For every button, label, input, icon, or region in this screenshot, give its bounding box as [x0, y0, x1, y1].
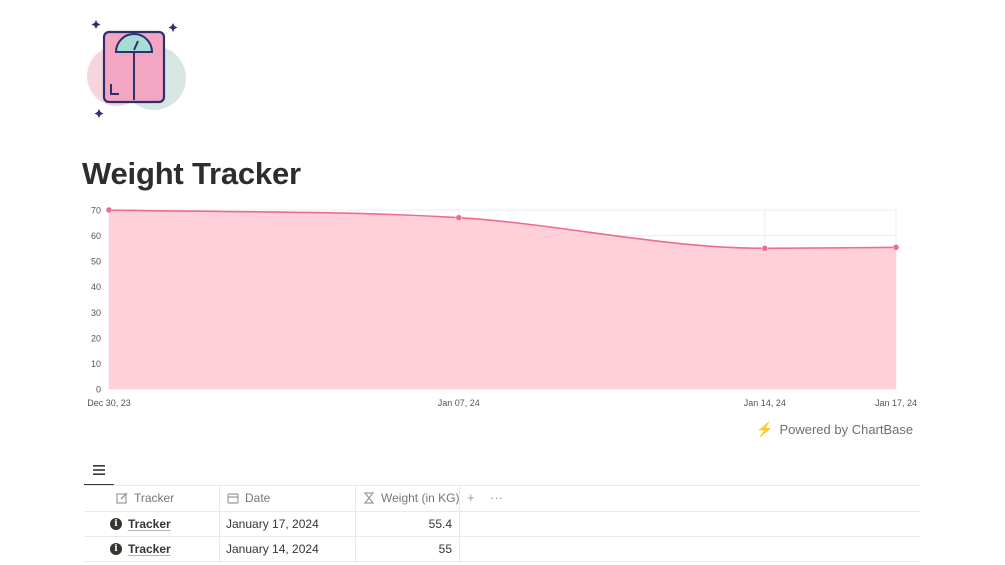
column-header-date[interactable]: Date: [227, 485, 270, 511]
y-tick-label: 0: [96, 385, 101, 395]
data-point: [892, 244, 900, 251]
column-header-weight[interactable]: Weight (in KG): [363, 485, 459, 511]
weighing-scale-icon: [87, 20, 186, 118]
column-divider: [459, 485, 460, 563]
table-view-tab[interactable]: [84, 456, 114, 486]
list-icon: [93, 465, 105, 475]
edit-icon: [116, 492, 128, 504]
x-tick-label: Dec 30, 23: [87, 398, 131, 408]
row-border: [84, 536, 920, 537]
x-tick-label: Jan 07, 24: [438, 398, 480, 408]
row-border: [84, 561, 920, 562]
lightning-icon: ⚡: [756, 421, 774, 437]
tracker-link[interactable]: Tracker: [128, 541, 171, 556]
x-tick-label: Jan 14, 24: [744, 398, 786, 408]
x-tick-label: Jan 17, 24: [875, 398, 917, 408]
info-icon: i: [110, 542, 122, 555]
formula-icon: [363, 492, 375, 504]
header-bottom-border: [84, 511, 920, 512]
powered-by-link[interactable]: ⚡ Powered by ChartBase: [756, 421, 913, 438]
y-tick-label: 10: [91, 359, 101, 369]
column-label-date: Date: [245, 491, 271, 505]
weight-cell[interactable]: 55: [438, 541, 452, 556]
date-cell[interactable]: January 14, 2024: [226, 541, 319, 556]
tracker-link[interactable]: Tracker: [128, 516, 171, 531]
weight-chart: 0 10 20 30 40 50 60 70 Dec 30, 23 Jan 07, 24 Jan 1…: [87, 206, 917, 409]
table-top-border: [84, 485, 920, 486]
column-header-tracker[interactable]: Tracker: [116, 485, 174, 511]
y-tick-label: 60: [91, 231, 101, 241]
column-label-weight: Weight (in KG): [381, 491, 460, 505]
data-point: [105, 206, 113, 214]
column-divider: [355, 485, 356, 563]
series-line: [108, 209, 897, 250]
y-tick-label: 20: [91, 333, 101, 343]
table-row[interactable]: i Tracker: [110, 536, 171, 561]
info-icon: i: [110, 517, 122, 530]
column-label-tracker: Tracker: [134, 491, 175, 505]
data-point: [761, 245, 769, 252]
column-divider: [219, 485, 220, 563]
y-tick-label: 40: [91, 282, 101, 292]
calendar-icon: [227, 493, 239, 504]
date-cell[interactable]: January 17, 2024: [226, 516, 319, 531]
data-point: [455, 214, 463, 221]
area-fill: [109, 210, 896, 389]
more-options-button[interactable]: ···: [490, 490, 503, 505]
weight-cell[interactable]: 55.4: [428, 516, 452, 531]
y-tick-label: 30: [91, 308, 101, 318]
y-tick-label: 70: [91, 206, 101, 216]
y-tick-label: 50: [91, 257, 101, 267]
page-icon[interactable]: [84, 16, 190, 122]
page-title: Weight Tracker: [82, 156, 301, 191]
table-row[interactable]: i Tracker: [110, 511, 171, 536]
add-column-button[interactable]: +: [467, 490, 475, 505]
powered-by-label: Powered by ChartBase: [779, 422, 914, 437]
